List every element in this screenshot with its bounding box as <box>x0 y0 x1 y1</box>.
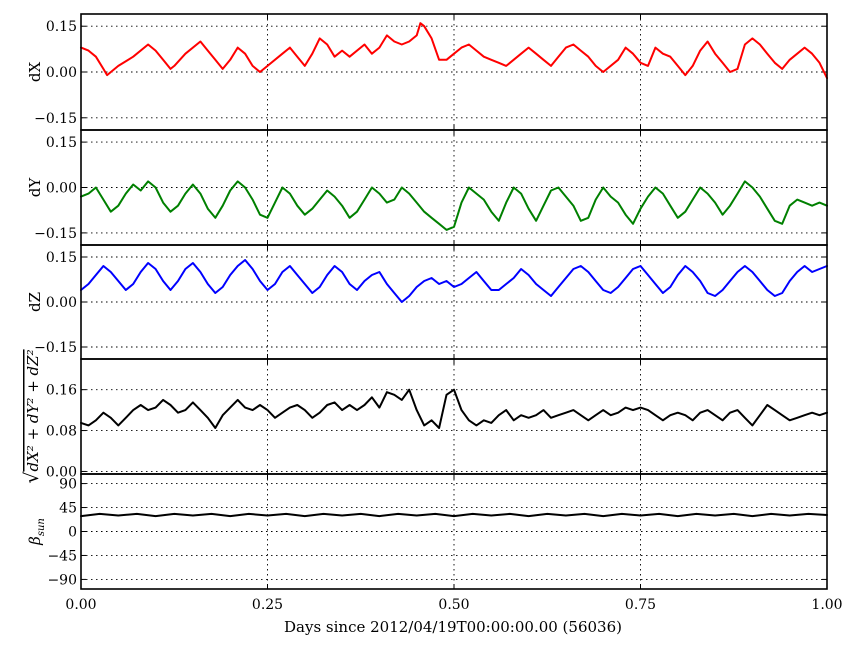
x-tick-label: 0.50 <box>438 597 469 613</box>
y-tick-label: −45 <box>47 548 77 564</box>
panel-3: −0.15 0.00 0.15 dZ <box>26 244 828 360</box>
y-axis-label: dX <box>26 62 44 83</box>
y-tick-label: 90 <box>59 477 77 493</box>
y-axis-label: βsun <box>26 518 47 546</box>
panels-group: −0.150.000.15dX−0.150.000.15dY−0.150.000… <box>21 13 843 613</box>
y-tick-label: 45 <box>59 501 77 517</box>
y-tick-label: −90 <box>47 572 77 588</box>
y-tick-label: −0.15 <box>34 111 77 127</box>
x-tick-label: 0.25 <box>252 597 283 613</box>
y-axis-label: √dX² + dY² + dZ² <box>21 349 43 483</box>
panel-1: −0.15 0.00 0.15 dX <box>26 13 828 131</box>
panel-5: −90 −45 0 45 90 βsun 0.00 0.25 0.50 0.75 1.00 <box>26 473 843 613</box>
x-tick-label: 1.00 <box>811 597 842 613</box>
series-line-panel-2 <box>80 180 828 231</box>
series-line-panel-4 <box>80 388 828 429</box>
x-axis-title: Days since 2012/04/19T00:00:00.00 (56036… <box>284 618 622 636</box>
series-line-panel-3 <box>80 259 828 303</box>
y-axis-label: dY <box>26 177 44 198</box>
y-tick-label: 0.00 <box>46 464 77 480</box>
y-axis-label: dZ <box>26 292 44 312</box>
y-tick-label: 0.15 <box>46 19 77 35</box>
x-tick-label: 0.75 <box>625 597 656 613</box>
x-tick-label: 0.00 <box>65 597 96 613</box>
y-tick-label: −0.15 <box>34 340 77 356</box>
y-tick-label: 0.08 <box>46 424 77 440</box>
y-tick-label: 0.16 <box>46 383 77 399</box>
y-tick-label: 0.00 <box>46 65 77 81</box>
panel-frame <box>80 13 828 131</box>
y-tick-label: 0.00 <box>46 181 77 197</box>
y-tick-label: 0 <box>68 525 77 541</box>
y-tick-label: −0.15 <box>34 226 77 242</box>
y-tick-label: 0.00 <box>46 295 77 311</box>
panel-4: 0.00 0.08 0.16√dX² + dY² + dZ² <box>21 349 828 484</box>
y-tick-label: 0.15 <box>46 250 77 266</box>
series-line-panel-5 <box>80 512 828 518</box>
y-tick-label: 0.15 <box>46 135 77 151</box>
panel-frame <box>80 358 828 475</box>
panel-frame <box>80 473 828 590</box>
panel-2: −0.15 0.00 0.15 dY <box>26 129 828 246</box>
series-line-panel-1 <box>80 22 828 80</box>
